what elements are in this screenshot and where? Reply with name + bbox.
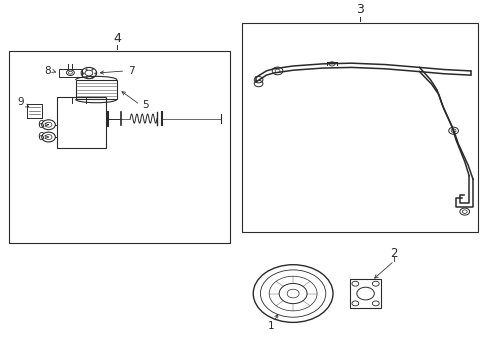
Bar <box>350 279 380 307</box>
Text: 7: 7 <box>128 66 135 76</box>
Text: 1: 1 <box>267 321 274 331</box>
Text: 6: 6 <box>37 120 43 130</box>
Text: 8: 8 <box>44 66 51 76</box>
Text: 5: 5 <box>142 100 148 110</box>
Text: 9: 9 <box>18 97 24 107</box>
Text: 3: 3 <box>356 3 364 17</box>
Bar <box>75 80 117 99</box>
Bar <box>242 23 477 232</box>
Text: 4: 4 <box>113 32 121 45</box>
Text: 6: 6 <box>37 132 43 142</box>
Bar <box>57 96 106 148</box>
Bar <box>9 51 229 243</box>
Text: 2: 2 <box>390 247 397 260</box>
Bar <box>59 69 82 77</box>
